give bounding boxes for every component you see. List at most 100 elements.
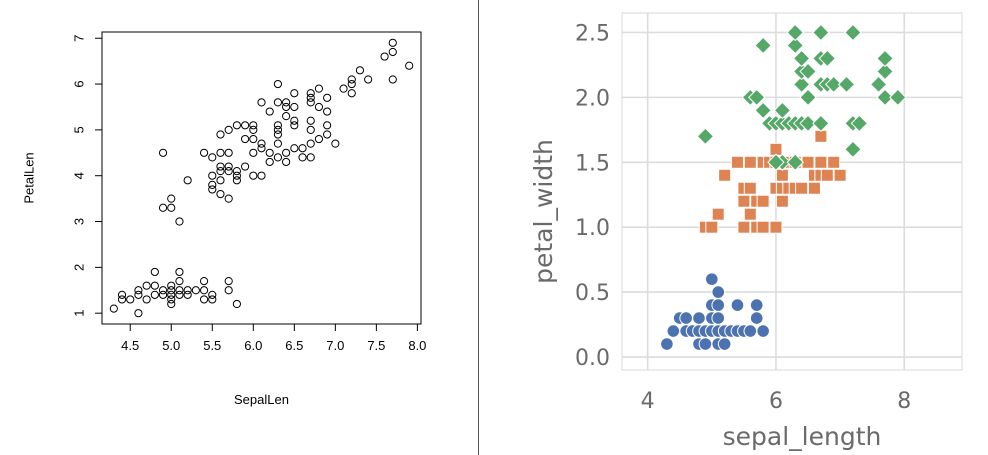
data-point-versicolor [775, 194, 789, 208]
data-point [199, 148, 209, 157]
y-tick-label: 0.5 [575, 281, 610, 306]
data-point [323, 121, 332, 130]
data-point [306, 98, 315, 107]
data-point-setosa [692, 311, 706, 325]
data-point [388, 75, 397, 84]
panel-divider [478, 0, 479, 455]
data-point-virginica [844, 140, 862, 159]
data-point-versicolor [756, 194, 770, 208]
data-point-setosa [756, 324, 770, 338]
data-point-virginica [696, 127, 715, 146]
data-point [158, 203, 168, 212]
data-point [167, 290, 176, 299]
data-point [167, 286, 176, 295]
data-point [216, 176, 225, 185]
data-point-setosa [698, 337, 713, 351]
data-point [224, 125, 233, 134]
y-tick-label: 1.0 [575, 216, 610, 241]
data-point [249, 171, 258, 180]
data-point [208, 290, 217, 299]
data-point [167, 194, 176, 203]
data-point [158, 148, 168, 157]
data-point [208, 171, 217, 180]
y-tick-label: 2.0 [575, 86, 610, 111]
x-tick-label: 5.0 [162, 338, 180, 353]
x-tick-label: 4 [641, 389, 655, 414]
data-point-setosa [711, 285, 726, 299]
data-point-virginica [792, 75, 811, 94]
data-point [199, 277, 209, 286]
data-point [306, 125, 315, 134]
data-point [167, 299, 176, 309]
x-tick-label: 4.5 [121, 338, 139, 353]
data-point [240, 162, 250, 171]
data-point [199, 286, 209, 295]
data-point [290, 116, 299, 125]
data-point [314, 134, 324, 144]
data-point [240, 134, 250, 144]
data-point [282, 157, 291, 167]
data-point [150, 290, 159, 299]
data-point [405, 61, 414, 70]
data-point-virginica [812, 23, 830, 42]
data-point-versicolor [769, 220, 783, 234]
data-point-versicolor [705, 220, 719, 234]
data-point [273, 79, 283, 89]
data-point [224, 162, 233, 171]
data-point [273, 98, 283, 107]
data-point [273, 139, 283, 148]
data-point-versicolor [827, 155, 841, 169]
data-point [117, 290, 127, 299]
data-point [323, 107, 332, 116]
data-point [232, 176, 241, 185]
chart-right: 4 6 8 0.0 0.5 1.0 1.5 2.0 2.5 sepal_length petal_w… [529, 12, 963, 451]
data-point [257, 98, 266, 107]
data-point-virginica [876, 88, 894, 107]
data-point [134, 286, 143, 295]
data-point-versicolor [718, 168, 732, 182]
data-point [339, 84, 348, 93]
data-point [199, 295, 209, 304]
data-point [355, 66, 365, 75]
data-point-virginica [754, 101, 772, 120]
data-point-versicolor [769, 142, 783, 156]
data-point [150, 281, 159, 290]
data-point-setosa [679, 311, 693, 325]
data-point [134, 309, 143, 318]
data-point [216, 189, 225, 199]
data-point [249, 134, 258, 144]
data-point [232, 121, 241, 130]
data-point-setosa [749, 298, 764, 312]
data-point-virginica [799, 62, 817, 81]
data-point [232, 167, 241, 176]
data-point [183, 286, 192, 295]
data-point [232, 299, 241, 309]
data-point-virginica [786, 23, 804, 42]
data-point [142, 295, 151, 304]
x-tick-label: 7.5 [367, 338, 385, 353]
data-point-virginica [799, 114, 817, 133]
data-point [306, 153, 315, 162]
data-point-virginica [773, 101, 792, 120]
data-point-versicolor [737, 220, 751, 234]
plot-frame [101, 31, 422, 325]
data-point [331, 139, 340, 148]
data-point [380, 52, 389, 61]
data-point [175, 267, 184, 277]
x-tick-label: 5.5 [203, 338, 221, 353]
y-tick-label: 7 [71, 35, 86, 42]
data-point-virginica [876, 49, 894, 68]
data-point [158, 286, 168, 295]
data-point [323, 130, 332, 139]
data-point-setosa [730, 298, 745, 312]
x-tick-label: 8.0 [408, 338, 426, 353]
data-point [306, 93, 315, 102]
data-point [282, 98, 291, 107]
y-tick-label: 4 [71, 172, 86, 179]
data-point [249, 121, 258, 130]
data-point [216, 148, 225, 157]
data-point [306, 116, 315, 125]
data-point [208, 185, 217, 194]
data-point-versicolor [795, 181, 809, 195]
